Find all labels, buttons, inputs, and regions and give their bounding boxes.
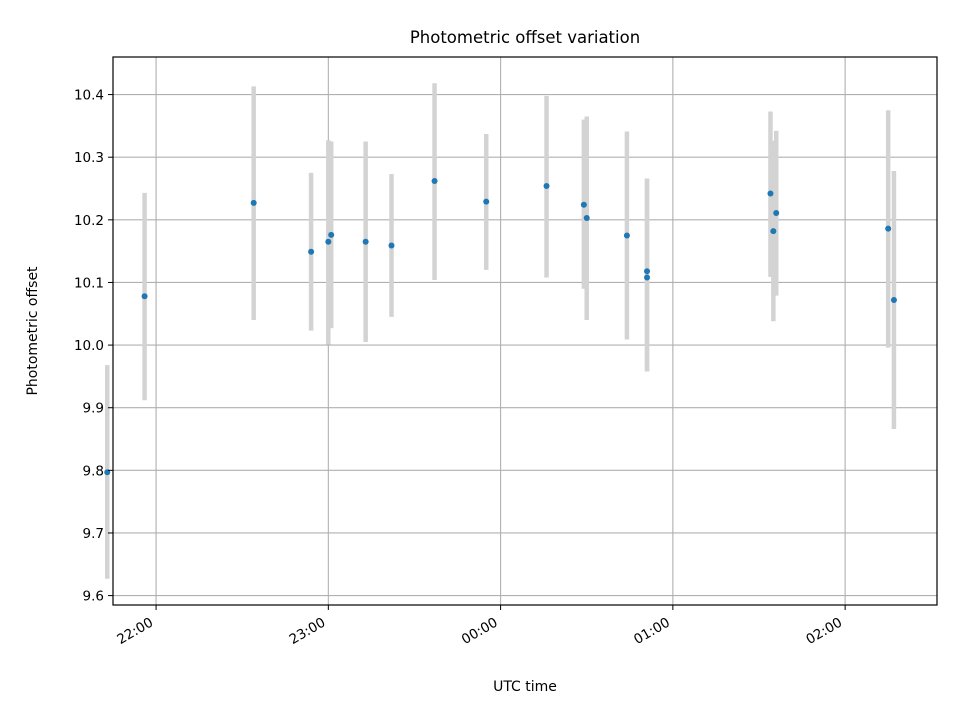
y-tick-label: 10.4 [74, 88, 104, 104]
data-point [431, 178, 438, 185]
data-point [308, 248, 315, 255]
y-tick-label: 9.6 [83, 589, 104, 605]
data-point [767, 190, 774, 197]
data-point [580, 201, 587, 208]
data-point [885, 225, 892, 232]
data-point [890, 296, 897, 303]
data-point [483, 198, 490, 205]
data-point [773, 209, 780, 216]
data-point [644, 274, 651, 281]
y-tick-label: 10.0 [74, 338, 104, 354]
data-point [543, 183, 550, 190]
y-tick-label: 10.3 [74, 150, 104, 166]
data-point [644, 268, 651, 275]
data-point [141, 293, 148, 300]
y-axis-ticks: 9.6 9.7 9.8 9.9 10.0 10.1 10.2 10.3 10.4 [74, 88, 113, 605]
data-point [328, 231, 335, 238]
x-axis-label: UTC time [493, 679, 557, 695]
data-point [388, 242, 395, 249]
data-point [770, 228, 777, 235]
data-point [250, 199, 257, 206]
y-tick-label: 9.8 [83, 463, 104, 479]
y-tick-label: 10.2 [74, 213, 104, 229]
y-tick-label: 9.9 [83, 401, 104, 417]
y-tick-label: 10.1 [74, 275, 104, 291]
data-point [583, 214, 590, 221]
chart-title: Photometric offset variation [410, 28, 640, 47]
data-point [325, 238, 332, 245]
data-point [362, 238, 369, 245]
y-tick-label: 9.7 [83, 526, 104, 542]
plot-frame [112, 56, 938, 606]
y-axis-label: Photometric offset [25, 266, 41, 396]
data-point [623, 232, 630, 239]
grid [113, 57, 937, 605]
